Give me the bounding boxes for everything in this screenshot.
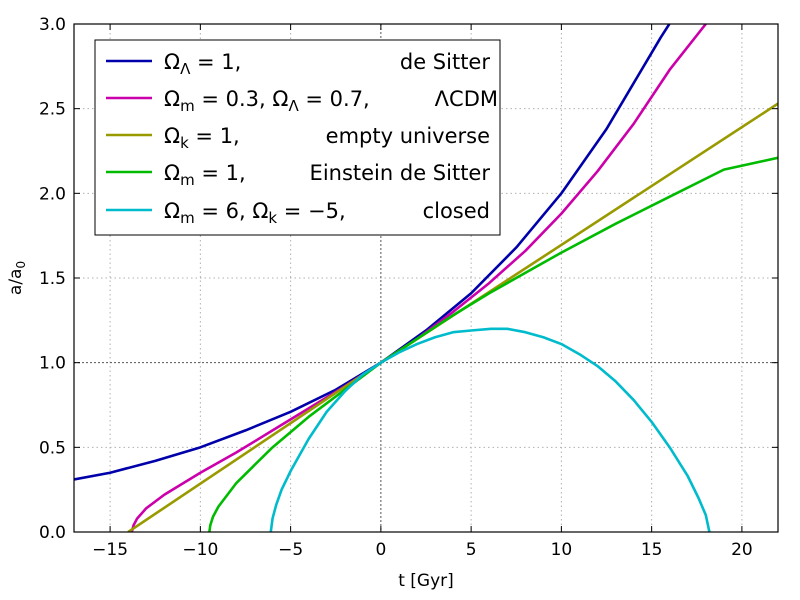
legend-label-2: Ωm = 0.3, ΩΛ = 0.7, [164,87,370,115]
x-tick-label: −5 [278,540,303,560]
legend-desc-5: closed [423,199,490,223]
y-tick-label: 3.0 [39,15,66,35]
legend-desc-3: empty universe [326,124,490,148]
y-tick-label: 0.0 [39,523,66,543]
legend-label-3: Ωk = 1, [164,124,240,152]
x-tick-label: 0 [375,540,386,560]
legend-desc-4: Einstein de Sitter [310,161,491,185]
y-tick-label: 1.0 [39,354,66,374]
x-tick-label: 10 [551,540,573,560]
x-tick-label: −10 [182,540,218,560]
y-tick-label: 2.5 [39,100,66,120]
y-tick-label: 0.5 [39,438,66,458]
legend-desc-1: de Sitter [400,50,490,74]
legend: ΩΛ = 1, de Sitter Ωm = 0.3, ΩΛ = 0.7, ΛCDM Ω… [94,39,501,236]
legend-desc-2: ΛCDM [435,87,498,111]
ticks: −15 −10 −5 0 5 10 15 20 0.0 0.5 1.0 1.5 2.0 2.5 3.0 [39,15,778,560]
x-tick-label: −15 [92,540,128,560]
series-line-4 [208,156,778,532]
x-tick-label: 15 [641,540,663,560]
x-tick-label: 5 [466,540,477,560]
y-tick-label: 1.5 [39,269,66,289]
x-axis-label: t [Gyr] [398,571,454,591]
legend-label-1: ΩΛ = 1, [164,50,241,78]
series-line-5 [269,327,711,532]
x-tick-label: 20 [731,540,753,560]
y-tick-label: 2.0 [39,184,66,204]
legend-label-4: Ωm = 1, [164,161,246,189]
y-axis-label-subscript: 0 [14,261,28,269]
series-group [74,24,778,532]
legend-box [94,39,501,236]
y-axis-label: a/a0 [6,261,28,295]
legend-label-5: Ωm = 6, Ωk = −5, [164,199,346,227]
